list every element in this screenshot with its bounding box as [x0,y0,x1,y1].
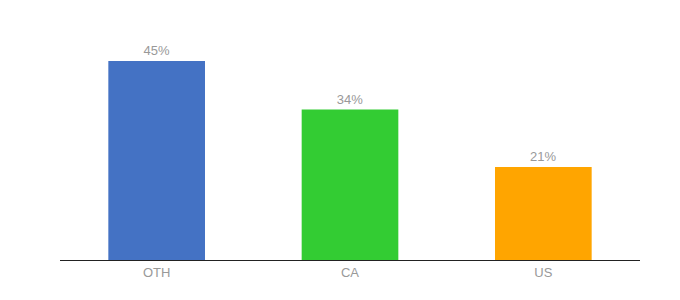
svg-text:US: US [534,265,552,280]
svg-text:CA: CA [341,265,359,280]
svg-text:45%: 45% [143,43,169,58]
svg-text:34%: 34% [337,92,363,107]
svg-text:OTH: OTH [143,265,170,280]
svg-text:21%: 21% [530,149,556,164]
